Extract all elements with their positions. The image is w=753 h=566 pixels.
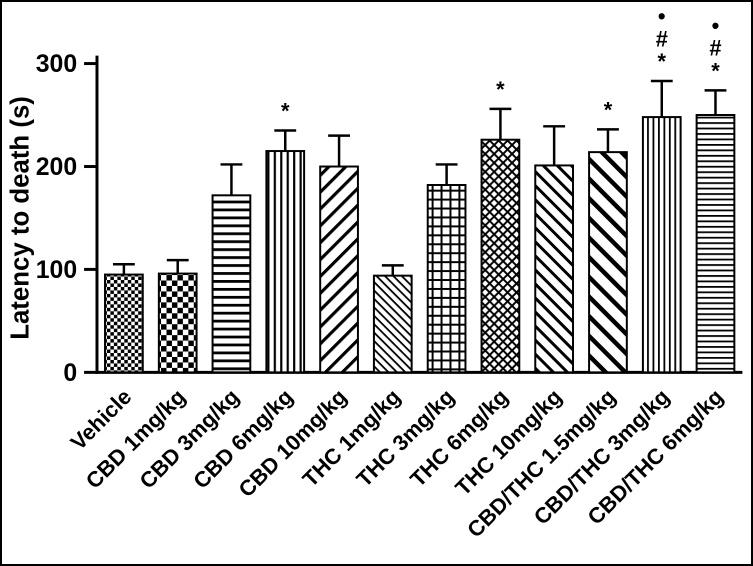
significance-marker: *: [496, 77, 505, 102]
bar: [695, 114, 736, 374]
bar: [265, 150, 306, 374]
y-tick-label: 200: [36, 154, 77, 181]
bar: [372, 274, 413, 374]
bar: [480, 138, 521, 374]
bar: [641, 116, 682, 374]
y-tick-label: 300: [36, 51, 77, 78]
bar: [426, 184, 467, 374]
y-tick-label: 0: [63, 360, 77, 387]
y-tick-label: 100: [36, 257, 77, 284]
significance-marker: #: [709, 36, 721, 61]
significance-marker: *: [281, 99, 290, 124]
bar: [104, 273, 144, 374]
bar: [588, 151, 628, 374]
significance-marker: *: [658, 49, 667, 74]
significance-marker: •: [658, 3, 666, 28]
y-axis-title: Latency to death (s): [6, 96, 34, 340]
significance-marker: •: [712, 13, 720, 38]
significance-marker: #: [656, 26, 668, 51]
bar: [157, 272, 198, 374]
bar: [211, 194, 252, 374]
significance-marker: *: [711, 58, 720, 83]
bar: [534, 164, 574, 374]
significance-marker: *: [604, 97, 613, 122]
bar: [319, 165, 359, 374]
